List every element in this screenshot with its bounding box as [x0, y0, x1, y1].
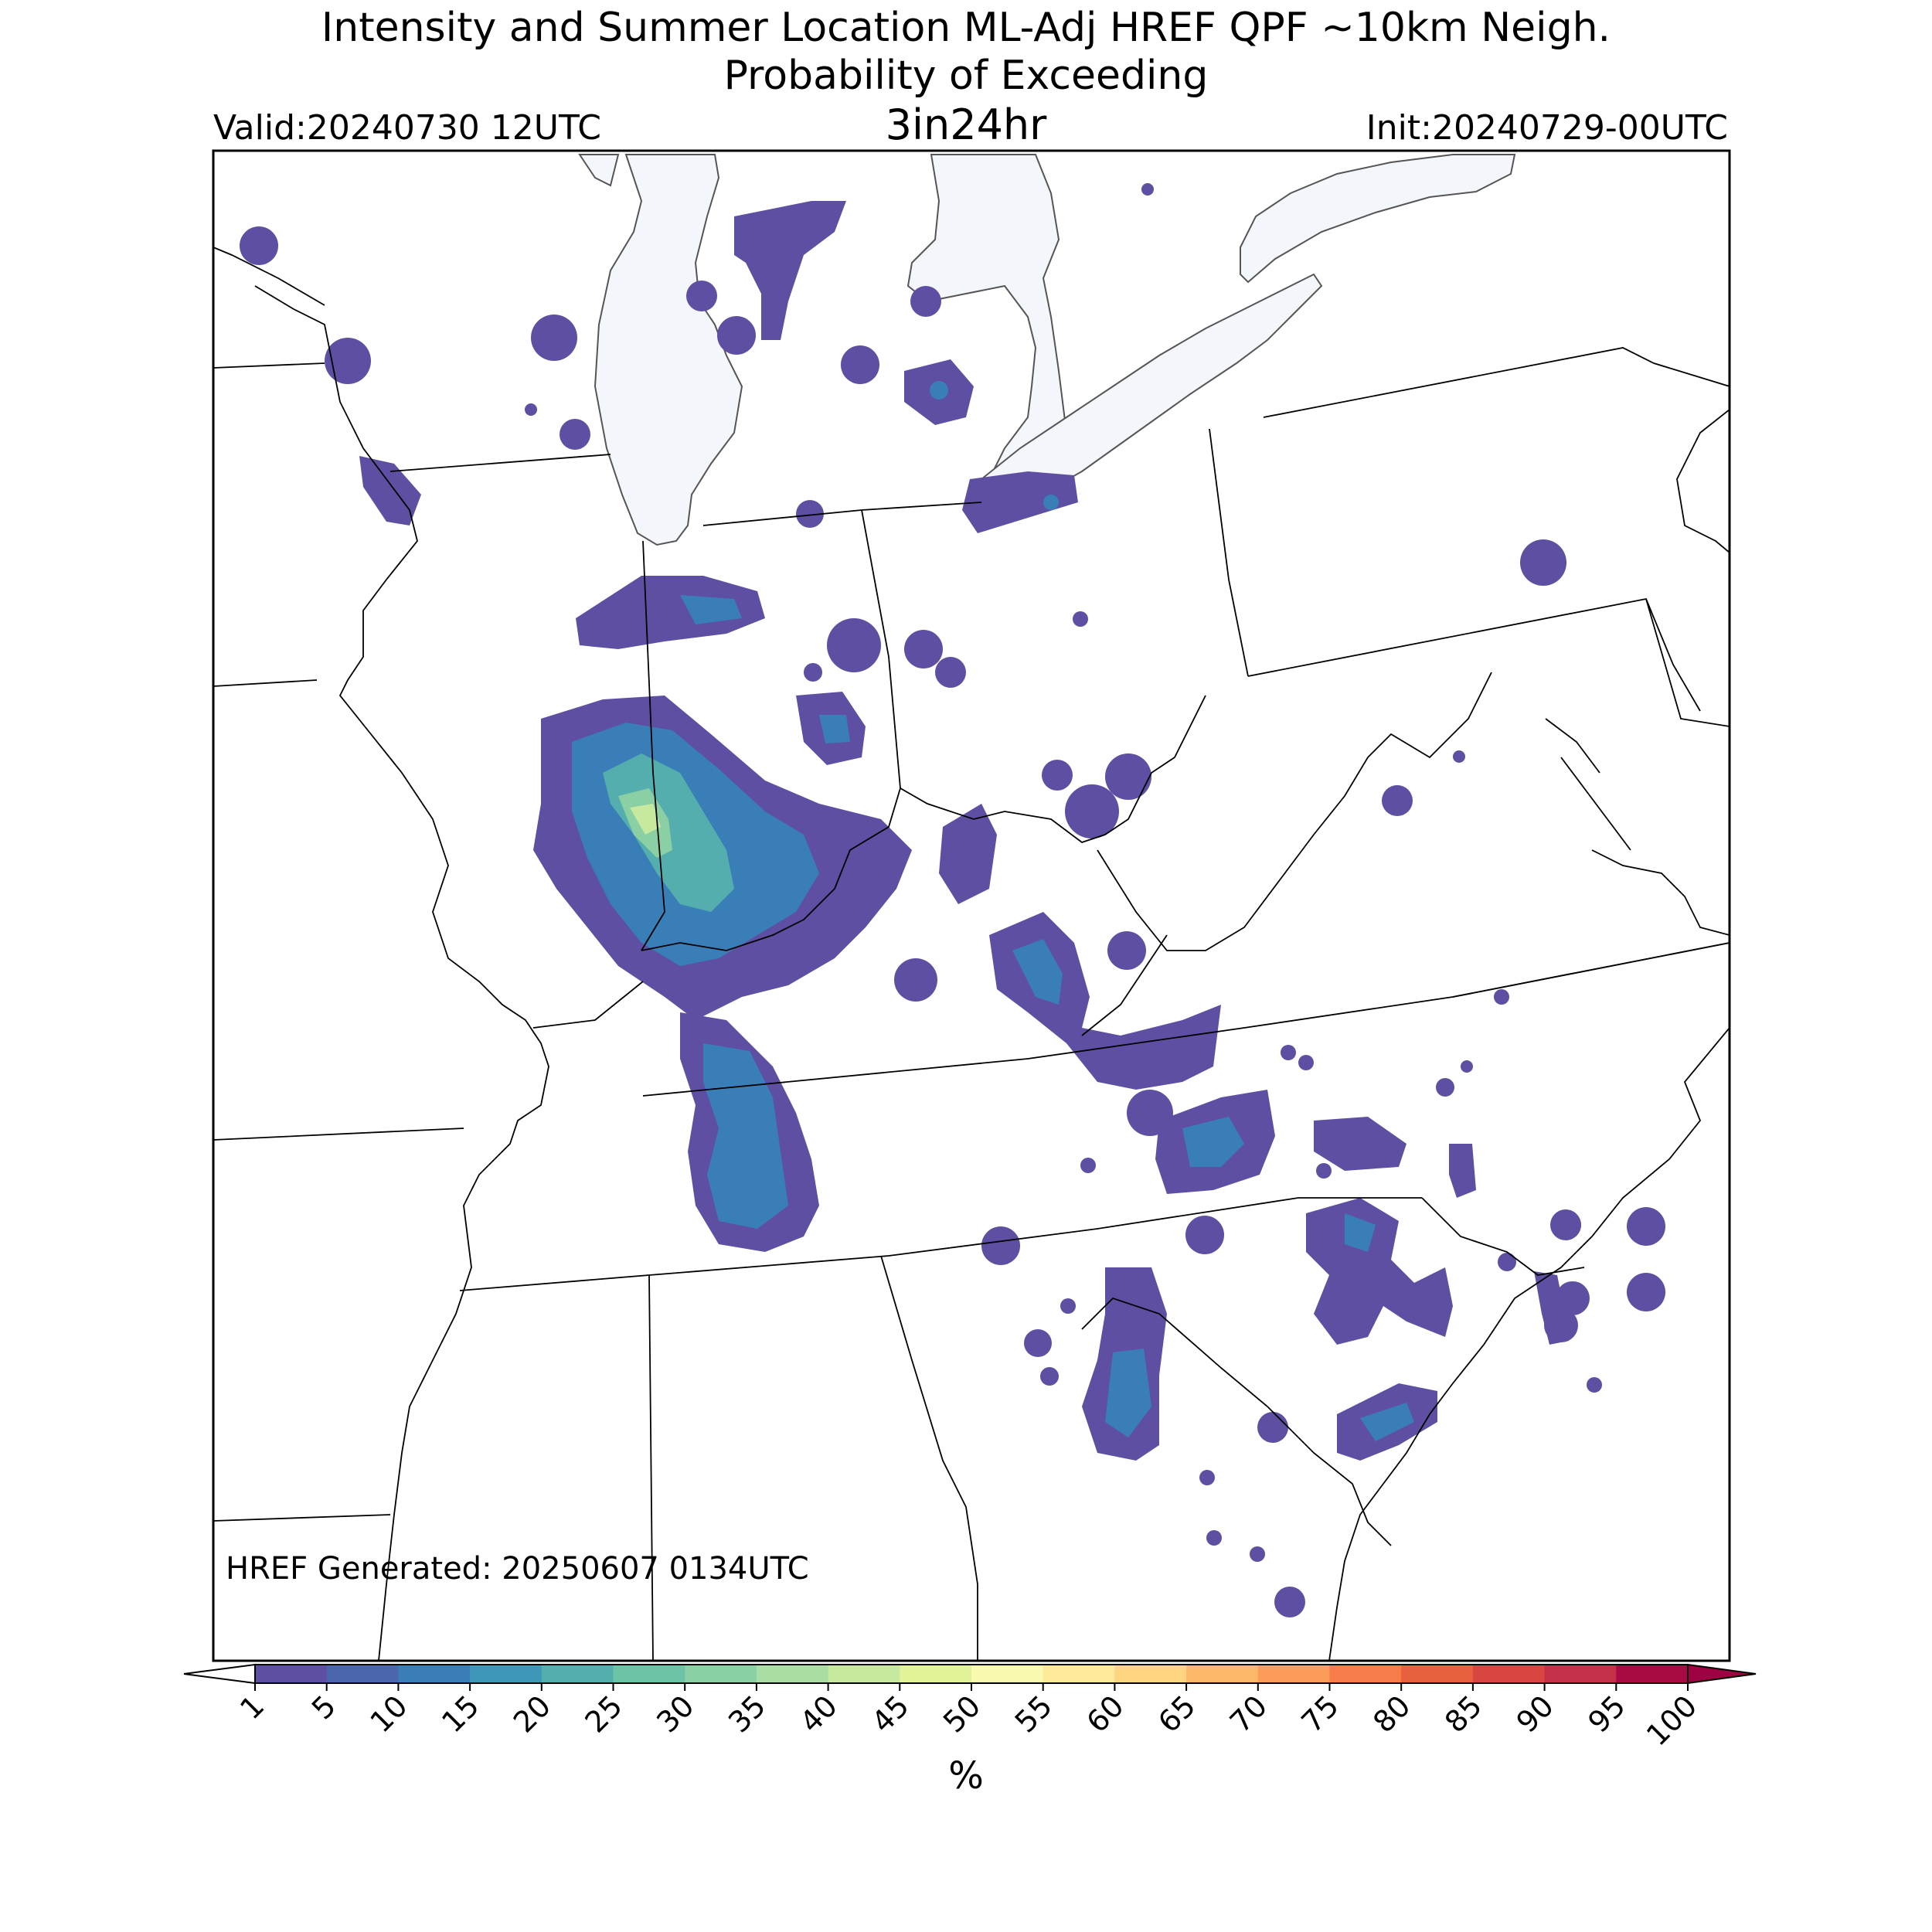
colorbar-segment	[326, 1665, 399, 1683]
border-pa-ny	[1263, 347, 1730, 418]
colorbar-segment	[1043, 1665, 1115, 1683]
border-ohio-river	[641, 695, 1206, 951]
colorbar-segment	[398, 1665, 471, 1683]
colorbar-segment	[1114, 1665, 1187, 1683]
precip-cluster-main-40	[630, 804, 661, 835]
border-oh-pa	[1209, 428, 1249, 677]
border-al-ms	[648, 1274, 654, 1661]
colorbar-tick-label: 60	[1080, 1689, 1130, 1739]
colorbar-tick-label: 40	[794, 1689, 844, 1739]
border-tn-ga	[459, 1197, 1422, 1291]
border-in-oh-north	[702, 509, 862, 526]
border-ms-la	[213, 1514, 391, 1522]
border-mi-oh	[861, 502, 982, 511]
colorbar-tick-label: 100	[1640, 1689, 1703, 1752]
colorbar-tick-label: 35	[722, 1689, 772, 1739]
colorbar: 1 5 10 15 20 25 30 35 40 45 50 55 60 65 70 75 80 85 90 95 10…	[183, 1663, 1757, 1753]
border-in-il	[641, 540, 665, 951]
colorbar-tick-label: 55	[1009, 1689, 1059, 1739]
colorbar-segment	[255, 1665, 328, 1683]
map-frame	[212, 149, 1731, 1662]
precip-cluster-sc-north	[1306, 1198, 1453, 1345]
border-nc-va	[1452, 942, 1730, 998]
border-wi-il	[389, 454, 611, 472]
colorbar-tick-label: 75	[1295, 1689, 1345, 1739]
border-pa-md	[1247, 597, 1730, 727]
colorbar-segment	[828, 1665, 900, 1683]
colorbar-tick-label: 30	[650, 1689, 700, 1739]
lake-erie	[964, 273, 1323, 527]
lake-michigan	[594, 154, 743, 546]
border-mn-wi-west	[213, 247, 325, 306]
border-ia-mo	[213, 679, 318, 687]
map-title: Intensity and Summer Location ML-Adj HRE…	[321, 5, 1611, 51]
colorbar-tick-label: 50	[937, 1689, 987, 1739]
border-wv-va	[1097, 672, 1492, 951]
state-borders	[213, 247, 1730, 1661]
colorbar-segment	[1257, 1665, 1330, 1683]
colorbar-tick-label: 80	[1366, 1689, 1417, 1739]
colorbar-tick-label: 65	[1151, 1689, 1202, 1739]
colorbar-tick-label: 70	[1223, 1689, 1274, 1739]
border-mississippi	[254, 285, 549, 1661]
border-ky-va-wv	[1081, 934, 1168, 1036]
colorbar-over-arrow	[1687, 1663, 1757, 1685]
border-nc-sc	[1081, 1297, 1392, 1546]
threshold-label: 3in24hr	[885, 100, 1047, 149]
generated-timestamp: HREF Generated: 20250607 0134UTC	[226, 1551, 809, 1587]
border-ny-vt	[1676, 409, 1730, 553]
colorbar-segment	[685, 1665, 757, 1683]
colorbar-segment	[541, 1665, 614, 1683]
colorbar-tick-label: 1	[233, 1689, 270, 1726]
colorbar-segment	[756, 1665, 829, 1683]
colorbar-tick-label: 95	[1581, 1689, 1631, 1739]
colorbar-tick-label: 10	[363, 1689, 413, 1739]
precip-cluster-nindiana	[576, 576, 765, 649]
border-ga-al	[880, 1255, 978, 1661]
colorbar-tick-label: 25	[579, 1689, 629, 1739]
coast-bays	[1545, 718, 1631, 851]
precip-probability-field	[240, 183, 1665, 1617]
colorbar-tick-label: 45	[865, 1689, 915, 1739]
colorbar-segment	[1186, 1665, 1259, 1683]
colorbar-segment	[1544, 1665, 1617, 1683]
border-de-md	[1645, 598, 1701, 712]
colorbar-segment	[1616, 1665, 1689, 1683]
map-area	[213, 151, 1730, 1661]
map-subtitle: Probability of Exceeding	[723, 53, 1209, 99]
colorbar-under-arrow	[183, 1663, 256, 1685]
colorbar-segment	[971, 1665, 1044, 1683]
colorbar-tick-label: 15	[435, 1689, 485, 1739]
colorbar-segment	[1472, 1665, 1546, 1683]
init-time-label: Init:20240729-00UTC	[1366, 108, 1728, 148]
border-ky-mo	[532, 981, 644, 1029]
colorbar-segment	[1329, 1665, 1402, 1683]
colorbar-tick-label: 90	[1510, 1689, 1560, 1739]
great-lakes	[578, 154, 1516, 546]
lake-ontario	[1240, 154, 1516, 284]
colorbar-tick-label: 5	[305, 1689, 342, 1726]
border-mo-ar	[213, 1128, 464, 1141]
coast-chesapeake	[1591, 849, 1730, 936]
colorbar-segment	[613, 1665, 685, 1683]
colorbar-segment	[900, 1665, 972, 1683]
valid-time-label: Valid:20240730 12UTC	[213, 108, 602, 148]
precip-cluster-wv	[939, 804, 997, 904]
colorbar-segment	[470, 1665, 543, 1683]
colorbar-tick-label: 20	[507, 1689, 557, 1739]
coast-atlantic	[1328, 1027, 1730, 1661]
precip-cluster-nc-west	[1314, 1117, 1406, 1171]
lake-superior-tip	[578, 154, 620, 187]
lake-huron	[906, 154, 1068, 527]
colorbar-tick-label: 85	[1438, 1689, 1488, 1739]
border-mn-ia-north	[213, 362, 325, 369]
colorbar-segment	[1401, 1665, 1474, 1683]
border-in-oh	[861, 509, 901, 789]
colorbar-unit-label: %	[948, 1754, 984, 1798]
